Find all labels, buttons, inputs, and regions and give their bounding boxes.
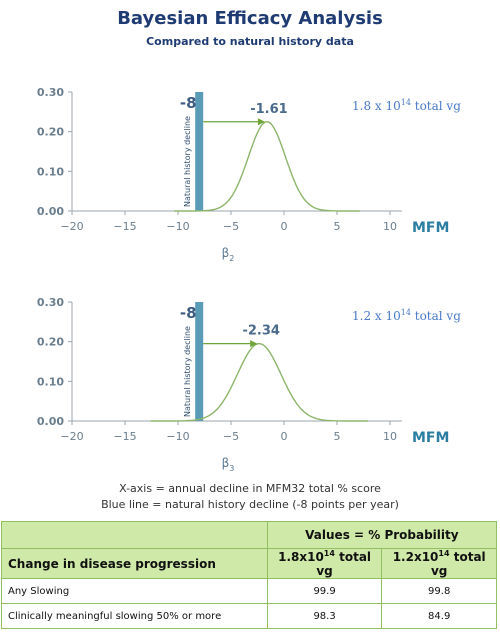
- chart-notes: X-axis = annual decline in MFM32 total %…: [0, 481, 500, 513]
- x-tick-label: 10: [383, 220, 397, 233]
- probability-table: Values = % Probability Change in disease…: [1, 521, 498, 629]
- x-tick-label: −15: [113, 220, 136, 233]
- x-tick-label: 5: [334, 220, 341, 233]
- dose2-exponent: 14: [438, 549, 450, 558]
- dose1-column-header: 1.8x1014 total vg: [266, 548, 383, 579]
- y-tick-label: 0.10: [37, 165, 64, 178]
- y-tick-label: 0.00: [37, 415, 64, 428]
- y-tick-label: 0.20: [37, 126, 64, 139]
- natural-history-bar: [195, 302, 204, 421]
- dose-label-suffix: total vg: [411, 309, 461, 323]
- dose-label: 1.2 x 1014 total vg: [352, 308, 461, 323]
- peak-arrow-head: [250, 340, 258, 348]
- row-value-dose1: 99.9: [266, 578, 383, 604]
- x-axis-symbol-label: β2: [222, 246, 235, 263]
- x-tick-label: −10: [166, 430, 189, 443]
- natural-history-bar: [195, 92, 204, 211]
- chart-beta2: 0.00 0.10 0.20 0.30 −20 −15 −10 −5 0 5 10 MFM β2 -8 Na…: [37, 86, 461, 263]
- dose2-prefix: 1.2x10: [392, 550, 439, 564]
- x-axis-symbol-label: β3: [222, 456, 235, 473]
- chart-beta3: 0.00 0.10 0.20 0.30 −20 −15 −10 −5 0 5 10 MFM β3 -8 Na…: [37, 296, 461, 473]
- x-tick-label: 10: [383, 430, 397, 443]
- table-header-row-1: Values = % Probability: [1, 521, 498, 549]
- peak-arrow-head: [257, 118, 265, 126]
- dose-label: 1.8 x 1014 total vg: [352, 98, 461, 113]
- chart-title: Bayesian Efficacy Analysis: [117, 8, 383, 29]
- row-value-dose2: 99.8: [381, 578, 497, 604]
- x-axis-symbol-subscript: 2: [229, 254, 234, 263]
- dose1-exponent: 14: [323, 549, 335, 558]
- peak-value-label: -1.61: [250, 102, 287, 117]
- values-header: Values = % Probability: [266, 521, 498, 549]
- dose1-prefix: 1.8x10: [278, 550, 324, 564]
- posterior-density-curve: [150, 342, 368, 422]
- x-tick-label: 0: [281, 220, 288, 233]
- y-tick-label: 0.30: [37, 86, 64, 99]
- dose2-column-header: 1.2x1014 total vg: [381, 548, 497, 579]
- dose-label-exponent: 14: [401, 308, 411, 317]
- natural-history-text: Natural history decline: [183, 116, 192, 207]
- x-axis-unit-label: MFM: [412, 430, 449, 446]
- x-tick-label: −10: [166, 220, 189, 233]
- chart-subtitle: Compared to natural history data: [146, 35, 354, 48]
- row-label: Any Slowing: [1, 578, 268, 604]
- row-value-dose1: 98.3: [266, 603, 383, 629]
- y-tick-label: 0.00: [37, 205, 64, 218]
- change-column-header: Change in disease progression: [1, 548, 268, 579]
- natural-history-value-label: -8: [180, 304, 197, 322]
- dose2-suffix: total vg: [430, 550, 486, 578]
- peak-value-label: -2.34: [242, 324, 279, 339]
- x-tick-label: −5: [223, 220, 239, 233]
- table-row: Any Slowing 99.9 99.8: [1, 578, 497, 604]
- table-empty-header-cell: [1, 521, 268, 549]
- x-tick-label: −5: [223, 430, 239, 443]
- y-tick-label: 0.30: [37, 296, 64, 309]
- x-axis-symbol-subscript: 3: [229, 464, 234, 473]
- dose-label-exponent: 14: [401, 98, 411, 107]
- note-blue-line: Blue line = natural history decline (-8 …: [101, 498, 399, 511]
- x-axis-unit-label: MFM: [412, 220, 449, 236]
- posterior-density-curve: [174, 121, 360, 212]
- note-xaxis: X-axis = annual decline in MFM32 total %…: [119, 482, 381, 495]
- x-tick-label: −20: [60, 220, 83, 233]
- x-tick-label: 5: [334, 430, 341, 443]
- natural-history-value-label: -8: [180, 94, 197, 112]
- row-value-dose2: 84.9: [381, 603, 497, 629]
- natural-history-text: Natural history decline: [183, 326, 192, 417]
- row-label: Clinically meaningful slowing 50% or mor…: [1, 603, 268, 629]
- dose1-suffix: total vg: [316, 550, 372, 578]
- x-tick-label: 0: [281, 430, 288, 443]
- table-row: Clinically meaningful slowing 50% or mor…: [1, 603, 497, 629]
- x-tick-label: −20: [60, 430, 83, 443]
- dose-label-suffix: total vg: [411, 99, 461, 113]
- y-tick-label: 0.20: [37, 336, 64, 349]
- table-header-row-2: Change in disease progression 1.8x1014 t…: [1, 548, 497, 579]
- y-tick-label: 0.10: [37, 375, 64, 388]
- x-tick-label: −15: [113, 430, 136, 443]
